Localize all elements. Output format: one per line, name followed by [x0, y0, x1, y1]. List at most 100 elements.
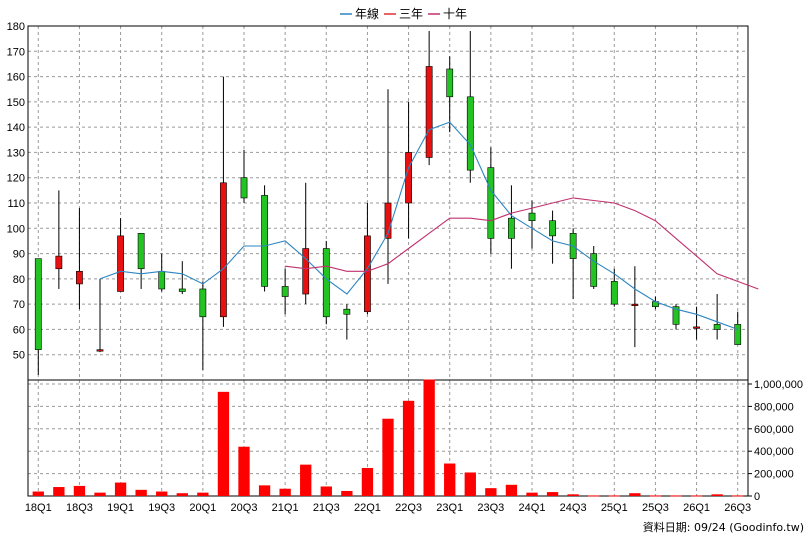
candle-body — [466, 96, 474, 171]
x-tick-label: 24Q1 — [519, 502, 546, 514]
candle-body — [302, 248, 310, 295]
candle-body — [528, 212, 536, 222]
volume-tick-label: 600,000 — [754, 424, 794, 436]
volume-bar — [320, 486, 332, 496]
price-tick-label: 170 — [7, 46, 25, 58]
price-tick-label: 70 — [13, 299, 25, 311]
price-tick-label: 60 — [13, 324, 25, 336]
candle-body — [364, 235, 371, 313]
x-tick-label: 26Q1 — [683, 502, 710, 514]
x-tick-label: 19Q3 — [148, 502, 175, 514]
candle-body — [734, 324, 742, 345]
volume-bar — [156, 491, 168, 496]
volume-bar — [711, 494, 723, 496]
volume-bar — [505, 484, 518, 496]
volume-bar — [53, 487, 65, 496]
candle-body — [549, 220, 556, 237]
legend-label: 三年 — [399, 7, 423, 21]
volume-bar — [73, 485, 86, 496]
x-tick-label: 23Q3 — [477, 502, 504, 514]
volume-bar — [94, 492, 106, 496]
footer-source: 資料日期: 09/24 (Goodinfo.tw) — [643, 520, 804, 534]
price-tick-label: 140 — [7, 122, 25, 134]
legend-label: 年線 — [355, 6, 379, 21]
volume-bar — [341, 490, 353, 496]
candle-body — [137, 233, 145, 270]
volume-bar — [464, 472, 476, 496]
candle-body — [343, 308, 351, 315]
price-axis: 50 60 70 80 90 100 110 120 130 140 150 160 170 180 — [7, 21, 25, 362]
volume-bar — [217, 391, 230, 496]
x-tick-label: 19Q1 — [107, 502, 134, 514]
x-tick-label: 22Q3 — [395, 502, 422, 514]
candles — [34, 31, 742, 375]
x-tick-label: 20Q3 — [231, 502, 258, 514]
candle-body — [487, 167, 495, 239]
price-tick-label: 90 — [13, 249, 25, 261]
price-tick-label: 130 — [7, 147, 25, 159]
candle-body — [261, 195, 268, 287]
candle-body — [508, 217, 515, 239]
candle-body — [55, 255, 63, 270]
volume-tick-label: 0 — [754, 491, 760, 503]
x-tick-label: 22Q1 — [354, 502, 381, 514]
candle-body — [590, 253, 598, 287]
candle-body — [693, 326, 700, 329]
volume-bar — [238, 446, 250, 496]
x-tick-label: 18Q3 — [66, 502, 93, 514]
candle-body — [240, 177, 248, 199]
price-tick-label: 160 — [7, 72, 25, 84]
volume-bar — [588, 495, 600, 497]
candle-body — [672, 306, 680, 325]
candle-body — [610, 281, 618, 305]
candle-body — [199, 288, 207, 318]
ma-yearly-line — [99, 121, 738, 330]
price-tick-label: 120 — [7, 173, 25, 185]
volume-bar — [382, 418, 394, 496]
x-tick-label: 24Q3 — [560, 502, 587, 514]
volume-bar — [279, 488, 291, 496]
x-tick-label: 21Q3 — [313, 502, 340, 514]
price-tick-label: 150 — [7, 97, 25, 109]
x-tick-label: 23Q1 — [436, 502, 463, 514]
volume-tick-label: 1,000,000 — [754, 379, 803, 391]
price-tick-label: 180 — [7, 21, 25, 33]
price-tick-label: 110 — [7, 198, 25, 210]
legend-label: 十年 — [443, 7, 467, 21]
candle-body — [178, 288, 186, 292]
candle-body — [117, 235, 124, 292]
volume-tick-label: 400,000 — [754, 446, 794, 458]
volume-bar — [567, 494, 579, 496]
volume-bar — [485, 488, 497, 496]
volume-bar — [670, 495, 682, 497]
price-tick-label: 50 — [13, 350, 25, 362]
volume-bar — [608, 495, 620, 497]
volume-bar — [402, 400, 415, 496]
volume-bars — [32, 379, 744, 497]
volume-tick-label: 200,000 — [754, 469, 794, 481]
candle-body — [405, 152, 412, 204]
candle-body — [76, 270, 83, 285]
candle-body — [158, 270, 166, 290]
candle-body — [425, 66, 433, 158]
candle-body — [384, 202, 392, 239]
volume-bar — [300, 464, 312, 496]
volume-bar — [629, 493, 641, 496]
candle-body — [322, 248, 330, 318]
x-tick-label: 20Q1 — [189, 502, 216, 514]
candle-body — [281, 286, 289, 297]
volume-bar — [526, 492, 538, 496]
volume-tick-label: 800,000 — [754, 401, 794, 413]
volume-bar — [361, 468, 374, 496]
moving-average-lines — [99, 121, 759, 330]
volume-bar — [423, 379, 435, 496]
volume-bar — [114, 482, 127, 496]
x-tick-label: 25Q3 — [642, 502, 669, 514]
volume-bar — [135, 489, 147, 496]
legend: 年線 三年 十年 — [340, 6, 467, 21]
ma-3y-line — [285, 197, 759, 290]
x-tick-label: 25Q1 — [601, 502, 628, 514]
volume-axis: 0 200,000 400,000 600,000 800,000 1,000,000 — [748, 379, 803, 503]
